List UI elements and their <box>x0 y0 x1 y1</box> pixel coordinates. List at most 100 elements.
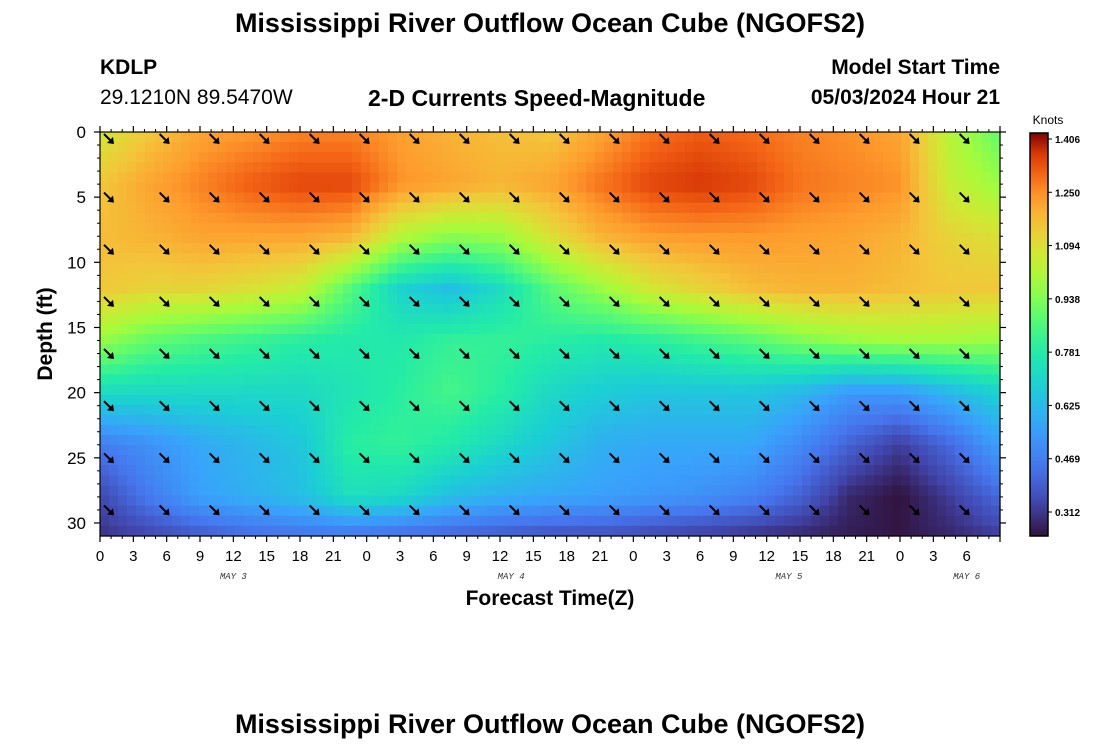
heatmap-cell <box>739 303 749 315</box>
heatmap-cell <box>793 152 803 163</box>
heatmap-cell <box>172 394 182 406</box>
heatmap-cell <box>856 323 866 335</box>
heatmap-cell <box>442 344 452 355</box>
heatmap-cell <box>379 374 389 386</box>
heatmap-cell <box>991 414 1001 426</box>
heatmap-cell <box>703 192 713 204</box>
heatmap-cell <box>343 344 353 355</box>
heatmap-cell <box>334 182 344 194</box>
arrow-head <box>462 195 470 203</box>
arrow-head <box>262 247 270 255</box>
heatmap-cell <box>838 495 848 507</box>
heatmap-cell <box>163 435 173 446</box>
heatmap-cell <box>352 384 362 396</box>
heatmap-cell <box>703 162 713 173</box>
heatmap-cell <box>937 313 947 325</box>
heatmap-cell <box>712 475 722 487</box>
heatmap-cell <box>694 505 704 517</box>
heatmap-cell <box>640 162 650 173</box>
heatmap-cell <box>775 182 785 194</box>
heatmap-cell <box>775 465 785 476</box>
heatmap-cell <box>910 233 920 244</box>
heatmap-cell <box>478 182 488 194</box>
heatmap-cell <box>109 465 119 476</box>
heatmap-cell <box>604 172 614 184</box>
heatmap-cell <box>172 485 182 497</box>
current-arrow <box>658 133 670 144</box>
heatmap-cell <box>478 475 488 487</box>
heatmap-cell <box>577 162 587 173</box>
heatmap-cell <box>343 162 353 173</box>
heatmap-cell <box>640 424 650 436</box>
heatmap-cell <box>856 354 866 365</box>
heatmap-cell <box>604 253 614 264</box>
colorbar-tick-label: 1.250 <box>1055 188 1080 199</box>
heatmap-cell <box>505 253 515 264</box>
heatmap-cell <box>163 253 173 264</box>
heatmap-cell <box>172 273 182 285</box>
heatmap-cell <box>217 142 227 153</box>
heatmap-cell <box>955 212 965 224</box>
heatmap-cell <box>847 192 857 204</box>
heatmap-cell <box>820 344 830 355</box>
heatmap-cell <box>199 303 209 315</box>
heatmap-cell <box>280 384 290 396</box>
heatmap-cell <box>415 495 425 507</box>
heatmap-cell <box>325 243 335 254</box>
heatmap-cell <box>658 435 668 446</box>
heatmap-cell <box>559 424 569 436</box>
heatmap-cell <box>928 202 938 214</box>
heatmap-cell <box>271 192 281 204</box>
heatmap-cell <box>739 505 749 517</box>
heatmap-cell <box>829 374 839 386</box>
heatmap-cell <box>613 344 623 355</box>
heatmap-cell <box>649 364 659 375</box>
heatmap-cell <box>244 435 254 446</box>
heatmap-cell <box>577 404 587 416</box>
heatmap-cells <box>100 132 1001 537</box>
heatmap-cell <box>559 323 569 335</box>
heatmap-cell <box>649 455 659 466</box>
heatmap-cell <box>100 152 110 163</box>
heatmap-cell <box>658 505 668 517</box>
heatmap-cell <box>865 515 875 527</box>
heatmap-cell <box>883 445 893 456</box>
heatmap-cell <box>703 374 713 386</box>
heatmap-cell <box>613 394 623 406</box>
heatmap-cell <box>181 424 191 436</box>
heatmap-cell <box>334 222 344 234</box>
heatmap-cell <box>136 475 146 487</box>
current-arrow <box>508 191 520 203</box>
heatmap-cell <box>388 152 398 163</box>
heatmap-cell <box>325 354 335 365</box>
heatmap-cell <box>379 222 389 234</box>
heatmap-cell <box>289 475 299 487</box>
heatmap-cell <box>352 334 362 345</box>
heatmap-cell <box>496 273 506 285</box>
current-arrow <box>608 348 620 359</box>
heatmap-cell <box>631 354 641 365</box>
heatmap-cell <box>775 435 785 446</box>
heatmap-cell <box>829 465 839 476</box>
heatmap-cell <box>469 445 479 456</box>
heatmap-cell <box>865 142 875 153</box>
heatmap-cell <box>262 424 272 436</box>
heatmap-cell <box>478 414 488 426</box>
heatmap-cell <box>892 515 902 527</box>
heatmap-cell <box>406 283 416 295</box>
heatmap-cell <box>226 172 236 184</box>
heatmap-cell <box>883 273 893 285</box>
heatmap-cell <box>136 263 146 274</box>
heatmap-cell <box>649 243 659 254</box>
heatmap-cell <box>721 384 731 396</box>
heatmap-cell <box>847 374 857 386</box>
arrow-head <box>312 137 320 144</box>
heatmap-cell <box>505 354 515 365</box>
heatmap-cell <box>523 515 533 527</box>
heatmap-cell <box>208 152 218 163</box>
heatmap-cell <box>109 323 119 335</box>
heatmap-cell <box>289 182 299 194</box>
heatmap-cell <box>316 435 326 446</box>
y-tick-label: 10 <box>67 253 86 272</box>
heatmap-cell <box>199 192 209 204</box>
